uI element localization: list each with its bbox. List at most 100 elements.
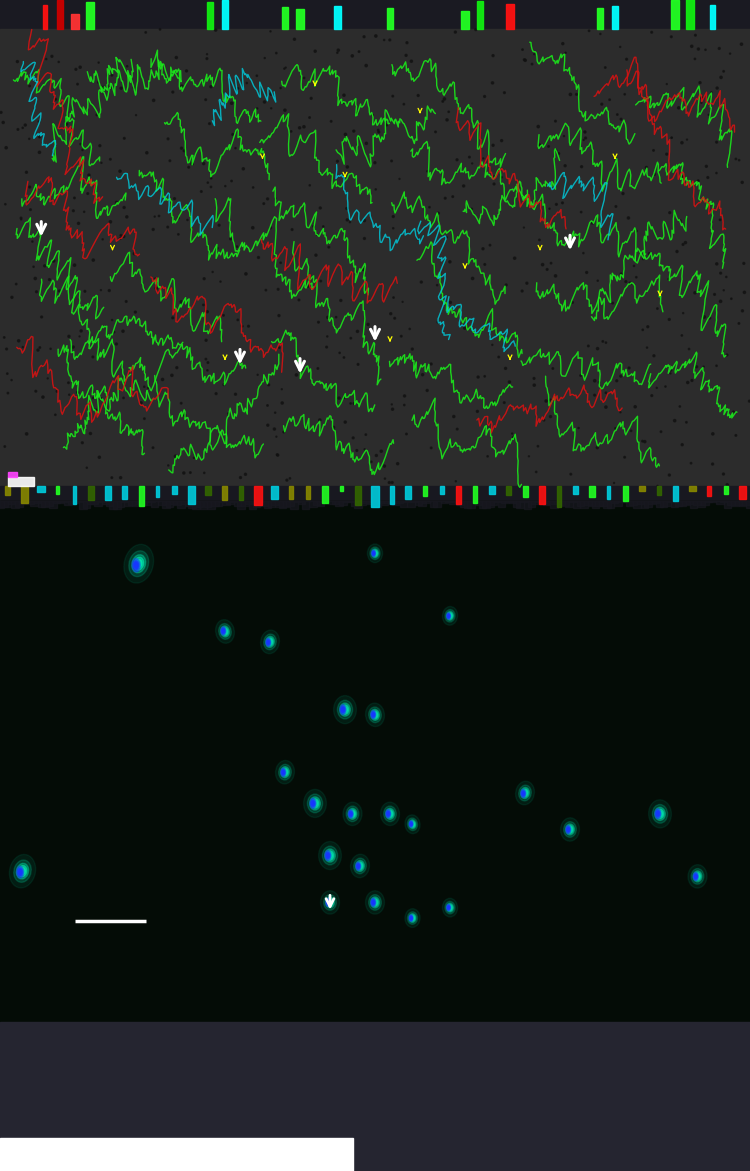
Point (493, 160, 505, 179)
Point (83, 166, 95, 185)
Point (575, 157, 587, 176)
Point (46, 47, 58, 66)
Point (251, 100, 263, 118)
Point (352, 103, 364, 122)
Ellipse shape (694, 874, 698, 879)
Point (517, 187, 529, 206)
Point (259, 93, 271, 111)
Point (472, 368, 484, 386)
Point (338, 94, 350, 112)
Ellipse shape (343, 802, 362, 826)
Point (63, 385, 75, 404)
Point (241, 74, 253, 93)
Bar (419, 501, 426, 506)
Point (315, 272, 327, 290)
Point (309, 42, 321, 61)
Ellipse shape (655, 807, 665, 821)
Point (436, 93, 448, 111)
Ellipse shape (447, 905, 450, 910)
Point (129, 303, 141, 322)
Ellipse shape (356, 862, 361, 870)
Bar (652, 501, 659, 504)
Point (207, 262, 219, 281)
Ellipse shape (409, 915, 413, 922)
Ellipse shape (13, 860, 32, 882)
Point (592, 340, 604, 358)
Point (166, 308, 178, 327)
Point (387, 207, 399, 226)
Ellipse shape (20, 868, 26, 875)
Point (153, 206, 165, 225)
Point (272, 446, 284, 465)
Point (118, 198, 130, 217)
Point (372, 121, 384, 139)
Bar (53, 501, 60, 502)
Point (26, 232, 38, 251)
Bar (377, 501, 385, 504)
Bar (588, 501, 596, 506)
Ellipse shape (374, 552, 376, 555)
Point (631, 221, 643, 240)
Point (274, 78, 286, 97)
Point (713, 39, 725, 57)
Ellipse shape (386, 812, 390, 816)
Point (452, 419, 464, 438)
Ellipse shape (694, 872, 700, 881)
Point (106, 468, 118, 487)
Bar (358, 501, 365, 505)
Bar (334, 6, 341, 29)
Point (334, 343, 346, 362)
Point (370, 27, 382, 46)
Point (87, 348, 99, 367)
Bar (406, 486, 412, 499)
Point (704, 309, 716, 328)
Point (416, 365, 428, 384)
Ellipse shape (388, 812, 392, 816)
Point (230, 385, 242, 404)
Bar (43, 5, 47, 29)
Ellipse shape (567, 826, 573, 834)
Point (115, 226, 127, 245)
Bar (689, 486, 696, 491)
Point (176, 393, 188, 412)
Bar (659, 501, 667, 507)
Point (664, 361, 676, 379)
Point (648, 347, 660, 365)
Point (13, 331, 25, 350)
Ellipse shape (656, 810, 660, 817)
Point (5, 371, 17, 390)
Ellipse shape (220, 626, 226, 635)
Ellipse shape (693, 871, 702, 882)
Point (663, 466, 675, 485)
Ellipse shape (442, 898, 458, 917)
Ellipse shape (136, 560, 142, 568)
Point (600, 334, 612, 352)
Point (198, 269, 210, 288)
Bar (724, 486, 728, 494)
Point (395, 327, 407, 345)
Point (488, 167, 500, 186)
Ellipse shape (268, 639, 272, 644)
Point (30, 382, 42, 400)
Point (379, 457, 391, 475)
Bar (56, 486, 59, 494)
Bar (222, 486, 227, 500)
Point (431, 276, 443, 295)
Point (272, 280, 284, 299)
Bar (686, 501, 694, 505)
Point (448, 408, 460, 426)
Ellipse shape (319, 842, 341, 870)
Point (487, 47, 499, 66)
Point (445, 293, 457, 311)
Bar (460, 501, 467, 507)
Point (725, 289, 737, 308)
Ellipse shape (688, 864, 707, 888)
Point (352, 355, 364, 374)
Point (223, 404, 235, 423)
Bar (682, 501, 690, 506)
Point (333, 389, 345, 408)
Point (348, 122, 360, 141)
Point (362, 315, 374, 334)
Bar (663, 501, 670, 506)
Point (715, 263, 727, 282)
